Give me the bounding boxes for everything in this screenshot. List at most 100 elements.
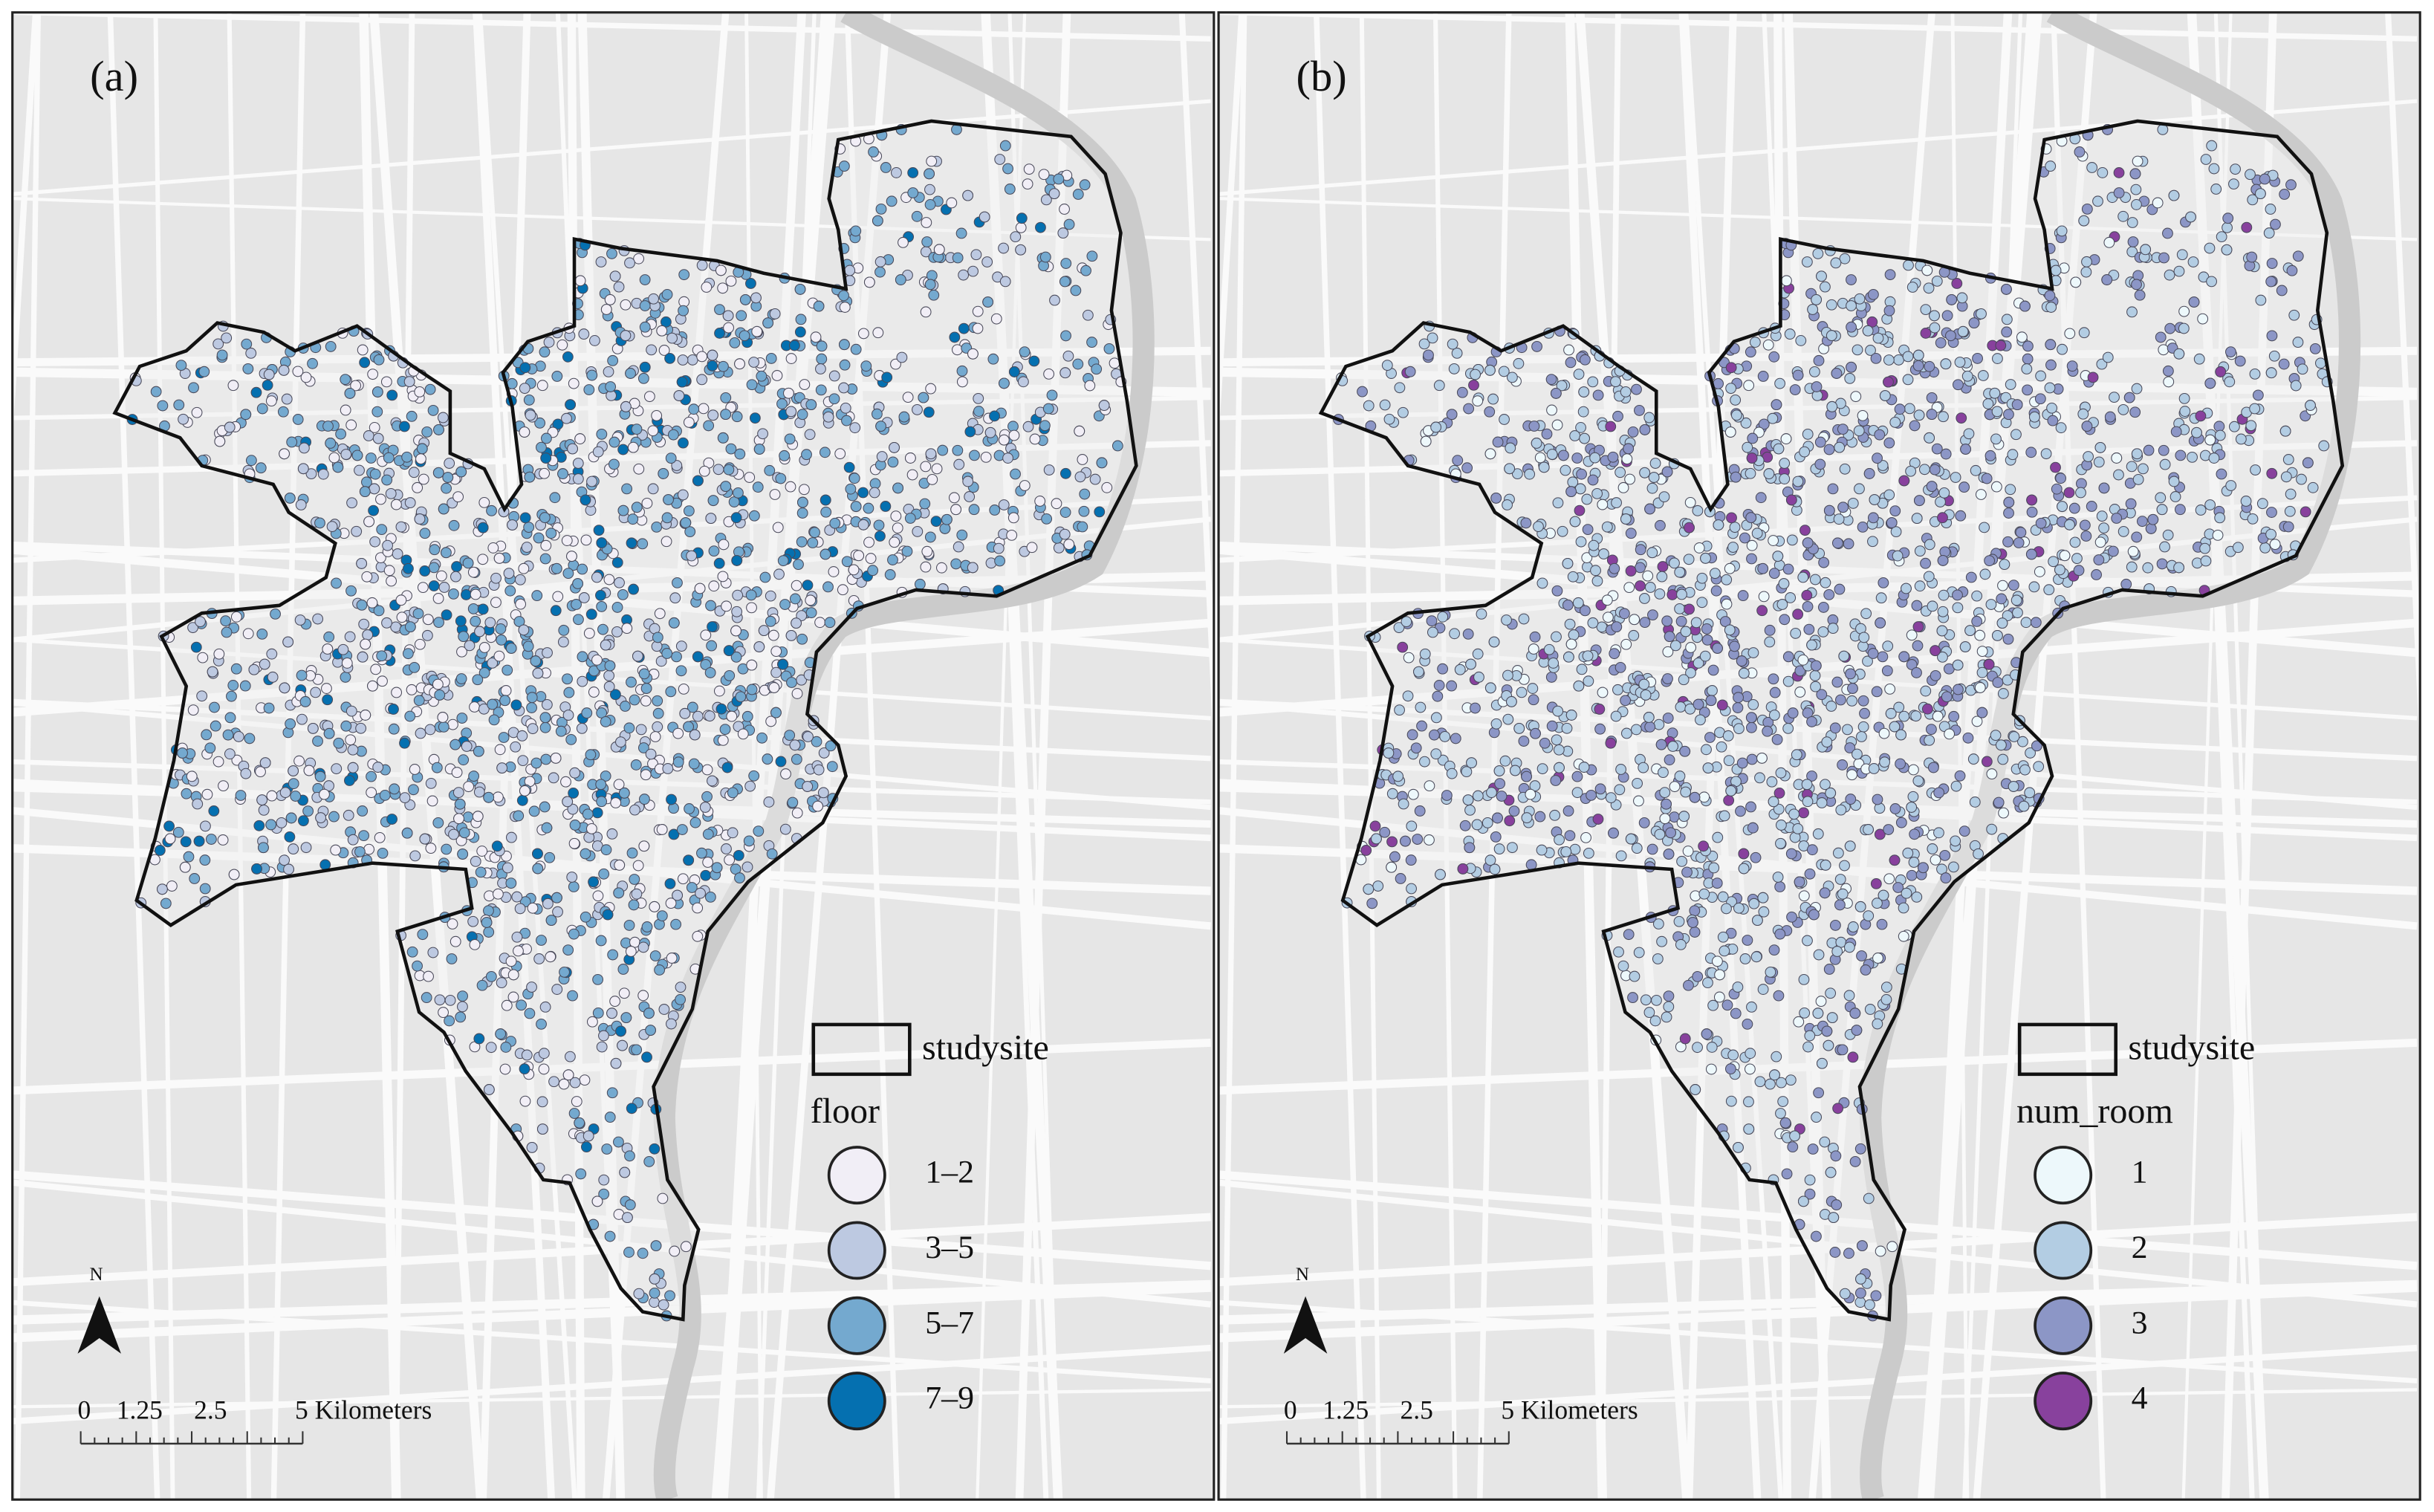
listing-point — [663, 494, 674, 505]
listing-point — [2265, 204, 2276, 215]
listing-point — [571, 599, 582, 610]
listing-point — [968, 504, 980, 516]
listing-point — [1418, 338, 1430, 350]
listing-point — [1410, 742, 1422, 754]
listing-point — [723, 645, 735, 657]
listing-point — [1871, 686, 1883, 698]
listing-point — [1982, 398, 1994, 409]
listing-point — [1701, 634, 1713, 646]
listing-point — [317, 468, 329, 480]
listing-point — [1534, 811, 1546, 822]
listing-point — [1661, 798, 1672, 810]
listing-point — [2021, 363, 2033, 374]
listing-point — [1803, 623, 1815, 635]
listing-point — [730, 625, 741, 637]
listing-point — [401, 451, 413, 463]
listing-point — [1953, 379, 1964, 391]
listing-point — [1809, 669, 1821, 681]
listing-point — [526, 702, 537, 713]
listing-point — [643, 1156, 655, 1167]
listing-point — [358, 618, 370, 630]
listing-point — [1587, 617, 1599, 629]
listing-point — [838, 290, 849, 302]
listing-point — [1529, 780, 1541, 792]
listing-point — [532, 848, 543, 860]
listing-point — [1746, 553, 1757, 565]
listing-point — [980, 451, 992, 463]
listing-point — [2096, 358, 2108, 370]
listing-point — [1968, 317, 1980, 329]
listing-point — [1366, 898, 1378, 909]
listing-point — [295, 499, 307, 510]
listing-point — [1577, 406, 1589, 418]
listing-point — [514, 574, 526, 585]
listing-point — [2302, 457, 2314, 469]
listing-point — [1531, 438, 1542, 449]
listing-point — [562, 351, 574, 363]
listing-point — [562, 673, 573, 685]
listing-point — [617, 964, 629, 975]
listing-point — [2213, 421, 2225, 432]
listing-point — [745, 589, 757, 601]
listing-point — [1958, 825, 1970, 837]
listing-point — [1846, 769, 1858, 781]
listing-point — [1768, 673, 1779, 685]
listing-point — [340, 720, 352, 732]
listing-point — [1857, 695, 1869, 707]
listing-point — [597, 623, 608, 635]
listing-point — [561, 412, 572, 424]
listing-point — [863, 502, 874, 514]
listing-point — [517, 755, 529, 767]
listing-point — [972, 322, 984, 334]
listing-point — [1815, 996, 1827, 1008]
listing-point — [647, 425, 659, 437]
listing-point — [700, 629, 712, 641]
scale-label: 2.5 — [194, 1395, 227, 1424]
listing-point — [1649, 1015, 1661, 1027]
listing-point — [359, 357, 371, 369]
listing-point — [2200, 555, 2212, 567]
listing-point — [692, 930, 704, 942]
listing-point — [2199, 542, 2211, 554]
listing-point — [2228, 421, 2240, 432]
listing-point — [2022, 384, 2034, 396]
listing-point — [403, 562, 414, 574]
listing-point — [1581, 552, 1593, 564]
listing-point — [596, 796, 608, 808]
listing-point — [2070, 276, 2082, 288]
listing-point — [1427, 332, 1438, 344]
listing-point — [1712, 643, 1723, 654]
listing-point — [1644, 503, 1655, 515]
listing-point — [1573, 680, 1585, 692]
listing-point — [598, 1030, 609, 1042]
listing-point — [267, 671, 279, 683]
listing-point — [822, 411, 834, 423]
listing-point — [166, 880, 178, 892]
listing-point — [1875, 1245, 1886, 1257]
listing-point — [565, 733, 577, 745]
listing-point — [1754, 772, 1765, 784]
listing-point — [615, 1025, 626, 1037]
listing-point — [1576, 468, 1588, 480]
listing-point — [1859, 707, 1870, 719]
listing-point — [386, 389, 398, 401]
listing-point — [1565, 710, 1577, 721]
listing-point — [982, 296, 994, 308]
listing-point — [765, 615, 776, 627]
listing-point — [490, 572, 502, 584]
listing-point — [1745, 512, 1757, 523]
listing-point — [1874, 828, 1886, 840]
listing-point — [1755, 492, 1767, 504]
listing-point — [1860, 964, 1872, 976]
listing-point — [2064, 328, 2076, 340]
listing-point — [477, 554, 489, 565]
listing-point — [1661, 1011, 1672, 1023]
listing-point — [624, 257, 635, 269]
listing-point — [1395, 873, 1406, 884]
listing-point — [998, 499, 1010, 510]
listing-point — [442, 472, 454, 483]
listing-point — [2045, 359, 2057, 371]
listing-point — [1786, 534, 1798, 546]
listing-point — [414, 638, 426, 650]
